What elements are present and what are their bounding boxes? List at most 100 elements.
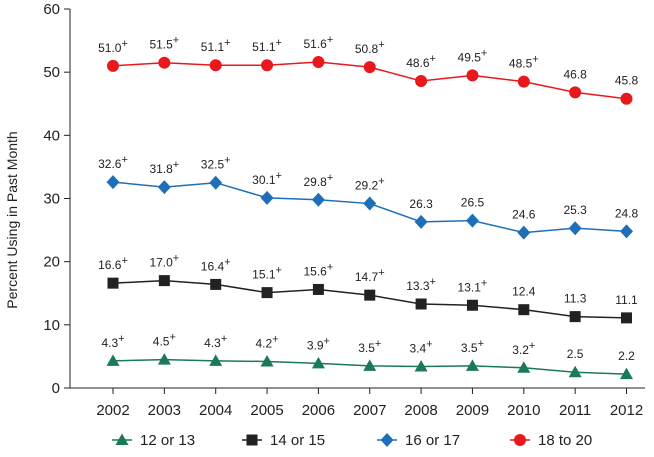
data-label-value: 2.2 bbox=[618, 349, 635, 363]
data-point bbox=[260, 190, 274, 205]
significance-plus: + bbox=[378, 267, 384, 279]
data-point bbox=[106, 175, 120, 190]
x-tick-label: 2002 bbox=[96, 402, 129, 419]
legend-marker bbox=[380, 433, 394, 447]
legend-label: 12 or 13 bbox=[140, 432, 195, 449]
data-label: 45.8 bbox=[615, 74, 639, 88]
data-label: 2.2 bbox=[618, 349, 635, 363]
data-label-value: 29.8 bbox=[304, 175, 328, 189]
x-tick-label: 2012 bbox=[610, 402, 643, 419]
data-label: 4.5+ bbox=[153, 332, 176, 349]
significance-plus: + bbox=[378, 39, 384, 51]
legend-label: 16 or 17 bbox=[405, 432, 460, 449]
data-label-value: 17.0 bbox=[149, 256, 173, 270]
significance-plus: + bbox=[426, 339, 432, 351]
y-tick-label: 0 bbox=[52, 380, 60, 397]
legend-label: 18 to 20 bbox=[538, 432, 592, 449]
data-label: 31.8+ bbox=[149, 159, 179, 176]
data-label: 26.3 bbox=[409, 197, 433, 211]
data-label-value: 3.4 bbox=[410, 342, 427, 356]
data-label: 17.0+ bbox=[149, 253, 179, 270]
data-point bbox=[312, 283, 324, 295]
data-point bbox=[620, 92, 633, 105]
data-label: 51.1+ bbox=[252, 37, 282, 54]
legend-marker bbox=[115, 433, 129, 445]
data-point bbox=[312, 56, 325, 69]
data-point bbox=[415, 298, 427, 310]
data-label: 3.4+ bbox=[410, 339, 433, 356]
data-point bbox=[364, 289, 376, 301]
legend: 12 or 13 14 or 15 16 or 17 18 to 20 bbox=[112, 432, 592, 449]
x-tick-label: 2008 bbox=[404, 402, 437, 419]
y-tick-label: 60 bbox=[43, 1, 60, 18]
data-label: 46.8 bbox=[563, 67, 587, 81]
data-point bbox=[311, 356, 325, 369]
data-label: 12.4 bbox=[512, 285, 536, 299]
y-tick-label: 10 bbox=[43, 317, 60, 334]
x-tick-label: 2004 bbox=[199, 402, 232, 419]
significance-plus: + bbox=[378, 176, 384, 188]
data-label-value: 4.3 bbox=[101, 336, 118, 350]
significance-plus: + bbox=[478, 338, 484, 350]
data-point bbox=[415, 75, 428, 88]
data-label-value: 46.8 bbox=[563, 67, 587, 81]
data-point bbox=[414, 360, 428, 372]
x-tick-label: 2011 bbox=[559, 402, 591, 419]
data-label-value: 48.5 bbox=[509, 57, 533, 71]
data-point bbox=[620, 224, 633, 239]
data-point bbox=[517, 361, 531, 373]
data-label-value: 11.1 bbox=[615, 293, 638, 307]
data-label: 15.1+ bbox=[252, 265, 282, 282]
x-tick-label: 2007 bbox=[353, 402, 386, 419]
series-16-or-17: 32.6+31.8+ 32.5+30.1+ 29.8+29.2+26.3 26.524… bbox=[98, 154, 639, 240]
data-point bbox=[568, 221, 582, 236]
series-14-or-15: 16.6+ 17.0+16.4+15.1+ 15.6+14.7+13.3+ 13.1+… bbox=[98, 253, 638, 324]
data-label: 51.0+ bbox=[98, 38, 128, 55]
y-tick-label: 50 bbox=[43, 64, 60, 81]
data-label-value: 15.6 bbox=[304, 264, 328, 278]
significance-plus: + bbox=[430, 276, 436, 288]
data-point bbox=[209, 354, 223, 366]
significance-plus: + bbox=[532, 54, 538, 66]
data-label: 14.7+ bbox=[355, 267, 385, 284]
series-layer: 4.3+ 4.5+ 4.3+ 4.2+ 3.9+ 3.5+ 3.4+ 3.5+ 3.2+2.5 2… bbox=[98, 34, 639, 380]
data-label-value: 48.6 bbox=[406, 56, 430, 70]
data-label-value: 2.5 bbox=[567, 347, 584, 361]
data-label-value: 3.5 bbox=[358, 341, 375, 355]
data-point bbox=[517, 75, 530, 88]
significance-plus: + bbox=[121, 38, 127, 50]
data-label-value: 31.8 bbox=[149, 162, 173, 176]
significance-plus: + bbox=[121, 154, 127, 166]
data-label: 50.8+ bbox=[355, 39, 385, 56]
data-label-value: 24.6 bbox=[512, 208, 536, 222]
data-label: 24.8 bbox=[615, 206, 639, 220]
data-label: 30.1+ bbox=[252, 170, 282, 187]
data-label-value: 30.1 bbox=[252, 173, 276, 187]
data-point bbox=[466, 69, 479, 82]
data-point bbox=[466, 299, 478, 311]
data-label: 11.3 bbox=[564, 292, 587, 306]
significance-plus: + bbox=[430, 53, 436, 65]
data-label: 49.5+ bbox=[458, 47, 488, 64]
data-label: 2.5 bbox=[567, 347, 584, 361]
legend-item: 12 or 13 bbox=[112, 432, 195, 449]
data-point bbox=[363, 61, 376, 74]
data-label-value: 50.8 bbox=[355, 42, 379, 56]
series-12-or-13: 4.3+ 4.5+ 4.3+ 4.2+ 3.9+ 3.5+ 3.4+ 3.5+ 3.2+2.5 2… bbox=[101, 332, 635, 380]
data-label-value: 51.1 bbox=[252, 40, 276, 54]
data-label: 51.6+ bbox=[304, 34, 334, 51]
data-label-value: 3.9 bbox=[307, 338, 324, 352]
data-label: 4.3+ bbox=[204, 333, 227, 350]
significance-plus: + bbox=[221, 333, 227, 345]
data-label-value: 32.5 bbox=[201, 158, 225, 172]
data-label: 3.5+ bbox=[358, 338, 381, 355]
significance-plus: + bbox=[272, 333, 278, 345]
data-label-value: 13.1 bbox=[458, 280, 482, 294]
data-label: 13.1+ bbox=[458, 277, 488, 294]
data-point bbox=[209, 59, 222, 72]
axes: 0 10 20 30 40 50 60 2002 2003 2004 2005 2006 2007 200… bbox=[43, 1, 645, 419]
data-label-value: 51.0 bbox=[98, 41, 122, 55]
data-label-value: 51.5 bbox=[149, 38, 173, 52]
